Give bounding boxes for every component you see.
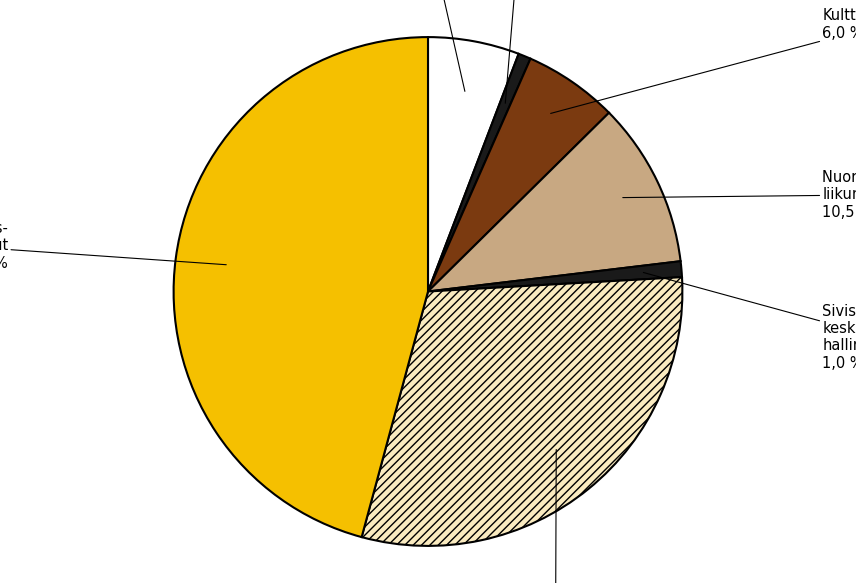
Wedge shape	[174, 37, 428, 537]
Text: Perus-
opetuspalvelut
45,8 %: Perus- opetuspalvelut 45,8 %	[0, 221, 226, 271]
Wedge shape	[428, 59, 609, 292]
Text: Sivistyspalvelu-
keskuksen
hallinto
1,0 %: Sivistyspalvelu- keskuksen hallinto 1,0 …	[644, 272, 856, 371]
Text: Nuoriso- ja
liikuntapalvelut
10,5 %: Nuoriso- ja liikuntapalvelut 10,5 %	[623, 170, 856, 220]
Wedge shape	[361, 277, 682, 546]
Text: Varhaiskasvatus
30,1 %: Varhaiskasvatus 30,1 %	[496, 449, 615, 583]
Text: Toisen asteen
koulutus
5,8 %: Toisen asteen koulutus 5,8 %	[366, 0, 466, 92]
Text: Vapaa
sivistystyö
0,8 %: Vapaa sivistystyö 0,8 %	[486, 0, 563, 103]
Text: Kulttuuripalvelut
6,0 %: Kulttuuripalvelut 6,0 %	[550, 8, 856, 114]
Wedge shape	[428, 54, 531, 292]
Wedge shape	[428, 261, 682, 292]
Wedge shape	[428, 113, 681, 292]
Wedge shape	[428, 37, 519, 292]
